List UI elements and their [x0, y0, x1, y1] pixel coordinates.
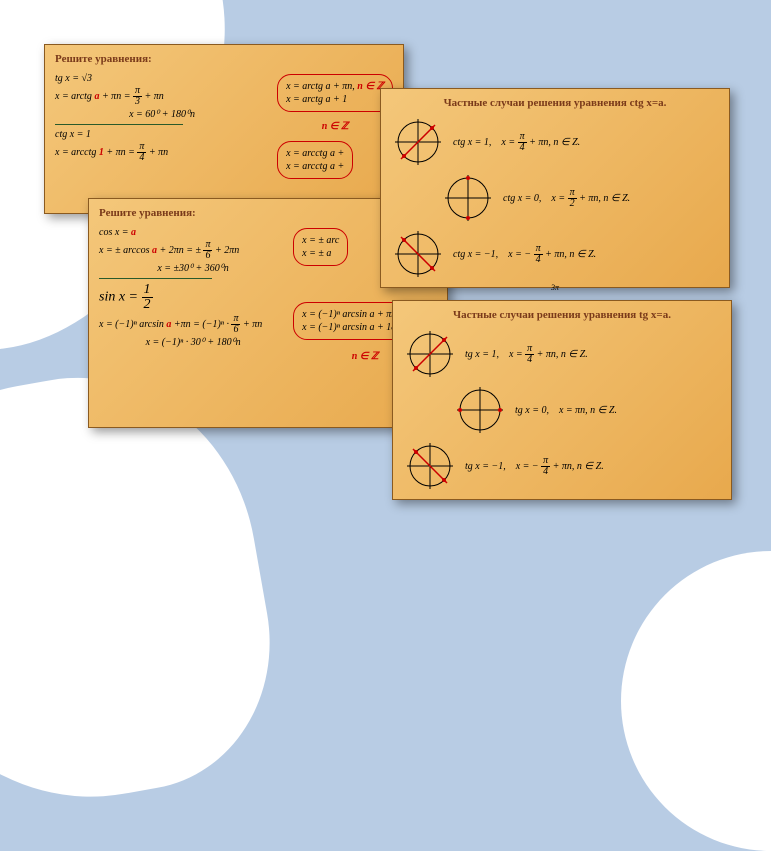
card-tg-ctg-equations: Решите уравнения: tg x = √3 x = arctg a … [44, 44, 404, 214]
divider [55, 124, 183, 125]
unit-circle-diag-45 [391, 115, 445, 169]
sol-cos-deg: x = ±30⁰ + 360⁰n [99, 263, 287, 274]
formula-box-arcctg: x = arcctg a + x = arcctg a + [277, 141, 353, 179]
formula-box-arctg: x = arctg a + πn, n ∈ ℤ x = arctg a + 1 [277, 74, 393, 112]
card-tg-special-cases: Частные случаи решения уравнения tg x=a.… [392, 300, 732, 500]
eq1: tg x = √3 [55, 73, 269, 84]
divider2 [99, 278, 212, 279]
eq-cos: cos x = a [99, 227, 287, 238]
unit-circle-vertical [441, 171, 495, 225]
card1-heading: Решите уравнения: [55, 53, 393, 65]
unit-circle-diag-135 [391, 227, 445, 281]
row-ctg-0: ctg x = 0, x = π2 + πn, n ∈ Z. [441, 171, 719, 225]
unit-circle-diag-45b [403, 327, 457, 381]
row-tg-0: tg x = 0, x = πn, n ∈ Z. [453, 383, 721, 437]
bg-blob-3 [621, 551, 771, 851]
n-in-z: n ∈ ℤ [277, 121, 393, 132]
eq2: ctg x = 1 [55, 129, 269, 140]
sol-cos: x = ± arccos a + 2πn = ± π6 + 2πn [99, 240, 287, 261]
card4-heading: Частные случаи решения уравнения tg x=a. [403, 309, 721, 321]
sol-sin-deg: x = (−1)ⁿ · 30⁰ + 180⁰n [99, 337, 287, 348]
row-tg-neg1: tg x = −1, x = − π4 + πn, n ∈ Z. [403, 439, 721, 493]
bottom-frac: 3π [391, 283, 719, 292]
card-ctg-special-cases: Частные случаи решения уравнения ctg x=a… [380, 88, 730, 288]
row-tg-1: tg x = 1, x = π4 + πn, n ∈ Z. [403, 327, 721, 381]
unit-circle-horizontal [453, 383, 507, 437]
sol1a: x = arctg a + πn = π3 + πn [55, 86, 269, 107]
unit-circle-diag-135b [403, 439, 457, 493]
row-ctg-1: ctg x = 1, x = π4 + πn, n ∈ Z. [391, 115, 719, 169]
formula-box-arccos: x = ± arc x = ± a [293, 228, 348, 266]
eq-sin: sin x = 12 [99, 283, 287, 312]
sol2a: x = arcctg 1 + πn = π4 + πn [55, 142, 269, 163]
sol-sin: x = (−1)ⁿ arcsin a +πn = (−1)ⁿ · π6 + πn [99, 314, 287, 335]
sol1b: x = 60⁰ + 180⁰n [55, 109, 269, 120]
card3-heading: Частные случаи решения уравнения ctg x=a… [391, 97, 719, 109]
row-ctg-neg1: ctg x = −1, x = − π4 + πn, n ∈ Z. [391, 227, 719, 281]
